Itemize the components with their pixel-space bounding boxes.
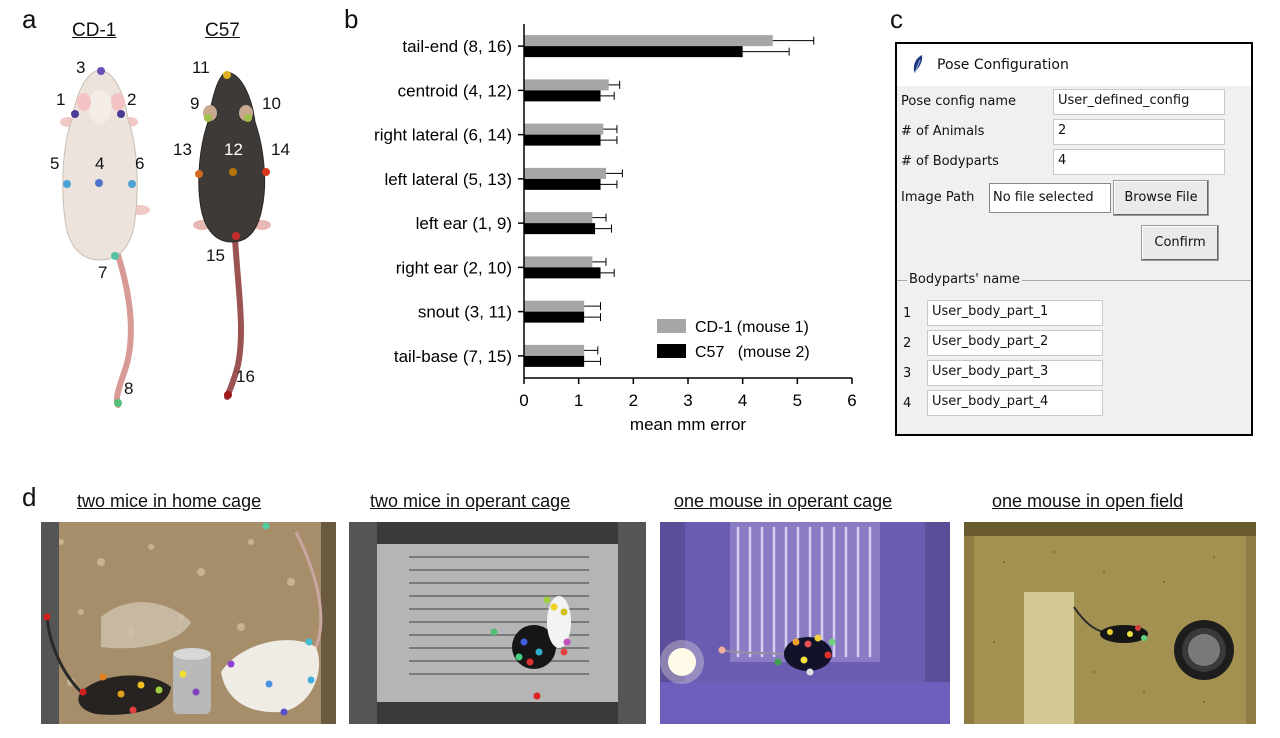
error-bar-chart: tail-end (8, 16) centroid (4, 12) right la… bbox=[374, 24, 857, 434]
category-label: centroid (4, 12) bbox=[398, 81, 512, 100]
image-path-display: No file selected bbox=[989, 183, 1111, 213]
kp-label-8: 8 bbox=[124, 379, 134, 398]
kp-label-3: 3 bbox=[76, 58, 86, 77]
panel-letter-b: b bbox=[344, 4, 359, 34]
x-tick-label: 4 bbox=[738, 391, 747, 410]
scene-operant-two-mice-image bbox=[349, 522, 646, 724]
panel-letter-c: c bbox=[890, 4, 903, 34]
panel-letter-a: a bbox=[22, 4, 37, 34]
bodypart-input-2[interactable]: User_body_part_2 bbox=[927, 330, 1103, 356]
kp-label-6: 6 bbox=[135, 154, 145, 173]
x-tick-label: 2 bbox=[629, 391, 638, 410]
kp-label-14: 14 bbox=[271, 140, 290, 159]
config-name-label: Pose config name bbox=[901, 94, 1017, 109]
kp-label-7: 7 bbox=[98, 263, 108, 282]
bodyparts-frame: Bodyparts' name bbox=[897, 272, 1251, 393]
bar-c57 bbox=[524, 223, 596, 235]
bar-c57 bbox=[524, 134, 601, 146]
kp-label-12: 12 bbox=[224, 140, 243, 159]
kp-label-16: 16 bbox=[236, 367, 255, 386]
pose-config-window: Pose Configuration Pose config name User… bbox=[895, 42, 1253, 436]
scene1-title: two mice in home cage bbox=[77, 491, 262, 511]
bar-cd1 bbox=[524, 300, 585, 312]
bodypart-input-4[interactable]: User_body_part_4 bbox=[927, 390, 1103, 416]
kp-label-1: 1 bbox=[56, 90, 66, 109]
kp-label-15: 15 bbox=[206, 246, 225, 265]
category-label: tail-base (7, 15) bbox=[394, 347, 512, 366]
kp-label-13: 13 bbox=[173, 140, 192, 159]
kp-label-10: 10 bbox=[262, 94, 281, 113]
bar-cd1 bbox=[524, 167, 606, 179]
bar-c57 bbox=[524, 311, 585, 323]
bodypart-input-3[interactable]: User_body_part_3 bbox=[927, 360, 1103, 386]
x-tick-label: 3 bbox=[683, 391, 692, 410]
legend-label-cd1: CD-1 (mouse 1) bbox=[695, 319, 809, 336]
mouse-diagrams bbox=[60, 67, 271, 408]
cd1-title: CD-1 bbox=[72, 20, 117, 41]
bodypart-index-4: 4 bbox=[903, 396, 912, 411]
category-label: left ear (1, 9) bbox=[416, 214, 512, 233]
panel-letter-d: d bbox=[22, 482, 37, 512]
bar-cd1 bbox=[524, 212, 593, 224]
animals-label: # of Animals bbox=[901, 124, 985, 139]
bar-cd1 bbox=[524, 256, 593, 268]
x-tick-label: 5 bbox=[793, 391, 802, 410]
bar-cd1 bbox=[524, 123, 604, 135]
kp-label-9: 9 bbox=[190, 94, 200, 113]
ticks-layer: 0 1 2 3 4 5 6 bbox=[518, 45, 857, 410]
x-tick-label: 0 bbox=[519, 391, 528, 410]
bar-c57 bbox=[524, 178, 601, 190]
scene-home-cage-image bbox=[41, 522, 336, 724]
category-label: tail-end (8, 16) bbox=[402, 37, 512, 56]
x-axis-title: mean mm error bbox=[630, 415, 747, 434]
window-title: Pose Configuration bbox=[937, 57, 1069, 73]
legend-swatch-c57 bbox=[657, 344, 686, 358]
kp-label-2: 2 bbox=[127, 90, 137, 109]
bodypart-index-1: 1 bbox=[903, 306, 912, 321]
scene4-title: one mouse in open field bbox=[992, 491, 1184, 511]
labels-layer: tail-end (8, 16) centroid (4, 12) right la… bbox=[374, 37, 512, 366]
cd1-mouse-illustration bbox=[60, 67, 150, 408]
legend-label-c57: C57 (mouse 2) bbox=[695, 344, 810, 361]
bar-cd1 bbox=[524, 35, 773, 47]
scene3-title: one mouse in operant cage bbox=[674, 491, 893, 511]
bodypart-index-2: 2 bbox=[903, 336, 912, 351]
x-tick-label: 1 bbox=[574, 391, 583, 410]
bodypart-input-1[interactable]: User_body_part_1 bbox=[927, 300, 1103, 326]
legend-swatch-cd1 bbox=[657, 319, 686, 333]
kp-label-5: 5 bbox=[50, 154, 60, 173]
c57-mouse-illustration bbox=[193, 71, 271, 400]
bar-c57 bbox=[524, 267, 601, 279]
confirm-button[interactable]: Confirm bbox=[1141, 225, 1219, 261]
c57-title: C57 bbox=[205, 20, 240, 41]
bar-cd1 bbox=[524, 344, 585, 356]
animals-input[interactable]: 2 bbox=[1053, 119, 1225, 145]
config-name-input[interactable]: User_defined_config bbox=[1053, 89, 1225, 115]
bodyparts-frame-title: Bodyparts' name bbox=[907, 272, 1022, 287]
kp-label-11: 11 bbox=[192, 58, 210, 77]
browse-file-button[interactable]: Browse File bbox=[1113, 180, 1209, 216]
scene-operant-one-mouse-image bbox=[660, 522, 950, 724]
bodyparts-count-input[interactable]: 4 bbox=[1053, 149, 1225, 175]
bar-c57 bbox=[524, 46, 743, 58]
window-titlebar: Pose Configuration bbox=[897, 44, 1251, 86]
kp-label-4: 4 bbox=[95, 154, 105, 173]
category-label: right lateral (6, 14) bbox=[374, 126, 512, 145]
scene2-title: two mice in operant cage bbox=[370, 491, 571, 511]
bar-c57 bbox=[524, 90, 601, 102]
category-label: right ear (2, 10) bbox=[396, 258, 512, 277]
bar-c57 bbox=[524, 355, 585, 367]
bar-cd1 bbox=[524, 79, 609, 91]
category-label: snout (3, 11) bbox=[418, 303, 512, 322]
scene-open-field-image bbox=[964, 522, 1256, 724]
bars-layer bbox=[524, 35, 815, 367]
feather-icon bbox=[913, 55, 923, 74]
category-label: left lateral (5, 13) bbox=[384, 170, 512, 189]
image-path-label: Image Path bbox=[901, 190, 975, 205]
bodypart-index-3: 3 bbox=[903, 366, 912, 381]
x-tick-label: 6 bbox=[847, 391, 856, 410]
bodyparts-count-label: # of Bodyparts bbox=[901, 154, 999, 169]
